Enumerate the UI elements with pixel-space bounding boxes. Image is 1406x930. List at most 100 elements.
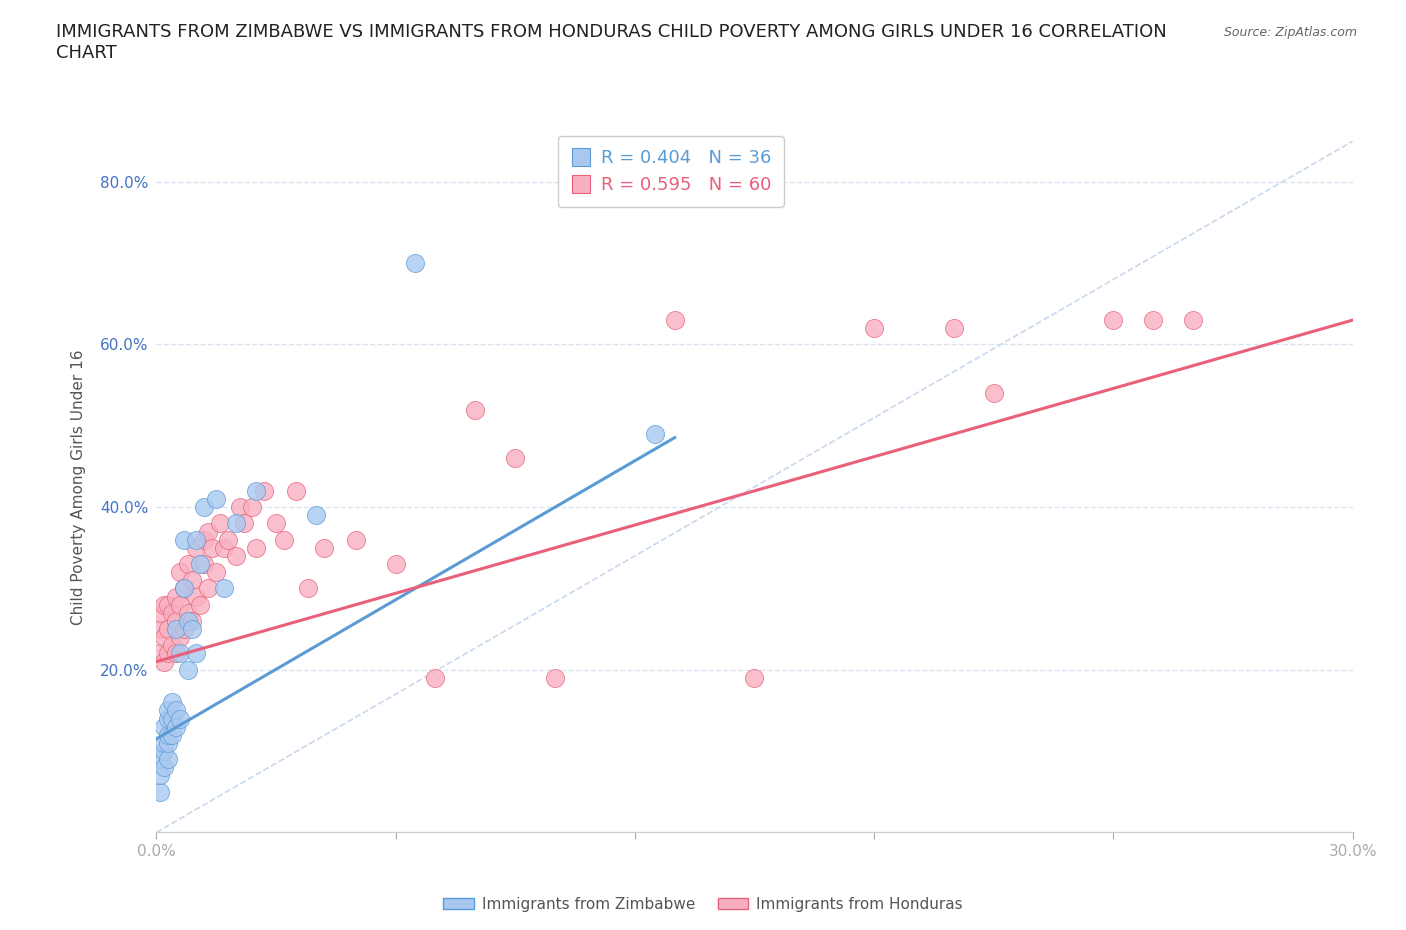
Point <box>225 549 247 564</box>
Point <box>253 484 276 498</box>
Point <box>284 484 307 498</box>
Point <box>157 751 180 766</box>
Point <box>169 646 191 661</box>
Point <box>464 402 486 417</box>
Point <box>165 614 187 629</box>
Point <box>384 557 406 572</box>
Point <box>273 532 295 547</box>
Point <box>503 451 526 466</box>
Point <box>165 621 187 636</box>
Point <box>197 581 219 596</box>
Point <box>157 597 180 612</box>
Point <box>153 760 176 775</box>
Point <box>942 321 965 336</box>
Point <box>240 499 263 514</box>
Point <box>160 695 183 710</box>
Point <box>149 768 172 783</box>
Point <box>229 499 252 514</box>
Point <box>544 671 567 685</box>
Point <box>344 532 367 547</box>
Point <box>177 605 200 620</box>
Point <box>744 671 766 685</box>
Point <box>233 516 256 531</box>
Point <box>153 736 176 751</box>
Point <box>188 557 211 572</box>
Point <box>153 654 176 669</box>
Point <box>169 630 191 644</box>
Point <box>157 646 180 661</box>
Point <box>157 711 180 726</box>
Point <box>157 727 180 742</box>
Point <box>169 711 191 726</box>
Text: Source: ZipAtlas.com: Source: ZipAtlas.com <box>1223 26 1357 39</box>
Point <box>149 621 172 636</box>
Point <box>212 540 235 555</box>
Y-axis label: Child Poverty Among Girls Under 16: Child Poverty Among Girls Under 16 <box>72 349 86 625</box>
Point <box>1182 312 1205 327</box>
Point <box>217 532 239 547</box>
Point <box>160 727 183 742</box>
Point <box>197 525 219 539</box>
Point <box>186 532 208 547</box>
Point <box>165 646 187 661</box>
Text: IMMIGRANTS FROM ZIMBABWE VS IMMIGRANTS FROM HONDURAS CHILD POVERTY AMONG GIRLS U: IMMIGRANTS FROM ZIMBABWE VS IMMIGRANTS F… <box>56 23 1167 62</box>
Point <box>153 630 176 644</box>
Point <box>177 614 200 629</box>
Point <box>201 540 224 555</box>
Point <box>193 557 215 572</box>
Point <box>425 671 447 685</box>
Point <box>165 703 187 718</box>
Point <box>186 646 208 661</box>
Legend: Immigrants from Zimbabwe, Immigrants from Honduras: Immigrants from Zimbabwe, Immigrants fro… <box>437 891 969 918</box>
Point <box>153 744 176 759</box>
Point <box>181 573 204 588</box>
Point <box>297 581 319 596</box>
Point <box>193 532 215 547</box>
Point <box>173 532 195 547</box>
Point <box>177 662 200 677</box>
Point <box>157 703 180 718</box>
Point <box>157 621 180 636</box>
Point <box>165 589 187 604</box>
Point <box>181 614 204 629</box>
Point <box>245 540 267 555</box>
Point <box>149 605 172 620</box>
Point <box>186 540 208 555</box>
Point <box>173 621 195 636</box>
Point <box>153 597 176 612</box>
Point <box>225 516 247 531</box>
Point <box>205 492 228 507</box>
Point <box>153 719 176 734</box>
Point <box>160 605 183 620</box>
Point <box>644 427 666 442</box>
Point <box>149 751 172 766</box>
Legend: R = 0.404   N = 36, R = 0.595   N = 60: R = 0.404 N = 36, R = 0.595 N = 60 <box>558 137 785 206</box>
Point <box>149 646 172 661</box>
Point <box>983 386 1005 401</box>
Point <box>312 540 335 555</box>
Point <box>664 312 686 327</box>
Point <box>149 784 172 799</box>
Point <box>160 638 183 653</box>
Point <box>305 508 328 523</box>
Point <box>1102 312 1125 327</box>
Point <box>157 736 180 751</box>
Point <box>212 581 235 596</box>
Point <box>209 516 232 531</box>
Point <box>264 516 287 531</box>
Point <box>165 719 187 734</box>
Point <box>169 597 191 612</box>
Point <box>188 597 211 612</box>
Point <box>160 711 183 726</box>
Point <box>405 256 427 271</box>
Point <box>169 565 191 579</box>
Point <box>181 621 204 636</box>
Point <box>245 484 267 498</box>
Point <box>173 581 195 596</box>
Point <box>177 557 200 572</box>
Point <box>205 565 228 579</box>
Point <box>1142 312 1164 327</box>
Point <box>193 499 215 514</box>
Point <box>863 321 886 336</box>
Point <box>186 589 208 604</box>
